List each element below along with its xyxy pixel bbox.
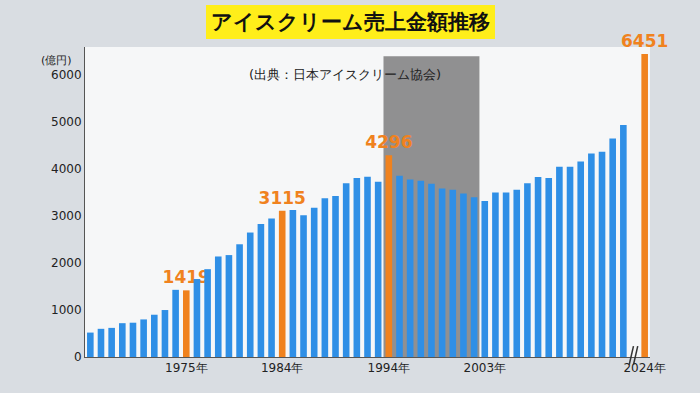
svg-text:2000: 2000 — [51, 256, 82, 270]
svg-text:6451: 6451 — [621, 31, 668, 51]
svg-text:2003年: 2003年 — [463, 361, 506, 375]
svg-text:5000: 5000 — [51, 115, 82, 129]
svg-text:0: 0 — [74, 350, 82, 364]
svg-text:4000: 4000 — [51, 162, 82, 176]
svg-text:3115: 3115 — [259, 188, 306, 208]
svg-text:1984年: 1984年 — [261, 361, 304, 375]
svg-text:2024年: 2024年 — [623, 361, 666, 375]
svg-text:アイスクリーム売上金額推移: アイスクリーム売上金額推移 — [211, 10, 490, 34]
svg-text:(出典：日本アイスクリーム協会): (出典：日本アイスクリーム協会) — [249, 67, 441, 82]
svg-text:(億円): (億円) — [41, 54, 72, 67]
svg-text:3000: 3000 — [51, 209, 82, 223]
svg-text:1994年: 1994年 — [368, 361, 411, 375]
svg-text:1419: 1419 — [163, 267, 210, 287]
svg-text:1000: 1000 — [51, 303, 82, 317]
svg-text:6000: 6000 — [51, 68, 82, 82]
svg-text:1975年: 1975年 — [165, 361, 208, 375]
svg-text:4296: 4296 — [365, 132, 412, 152]
